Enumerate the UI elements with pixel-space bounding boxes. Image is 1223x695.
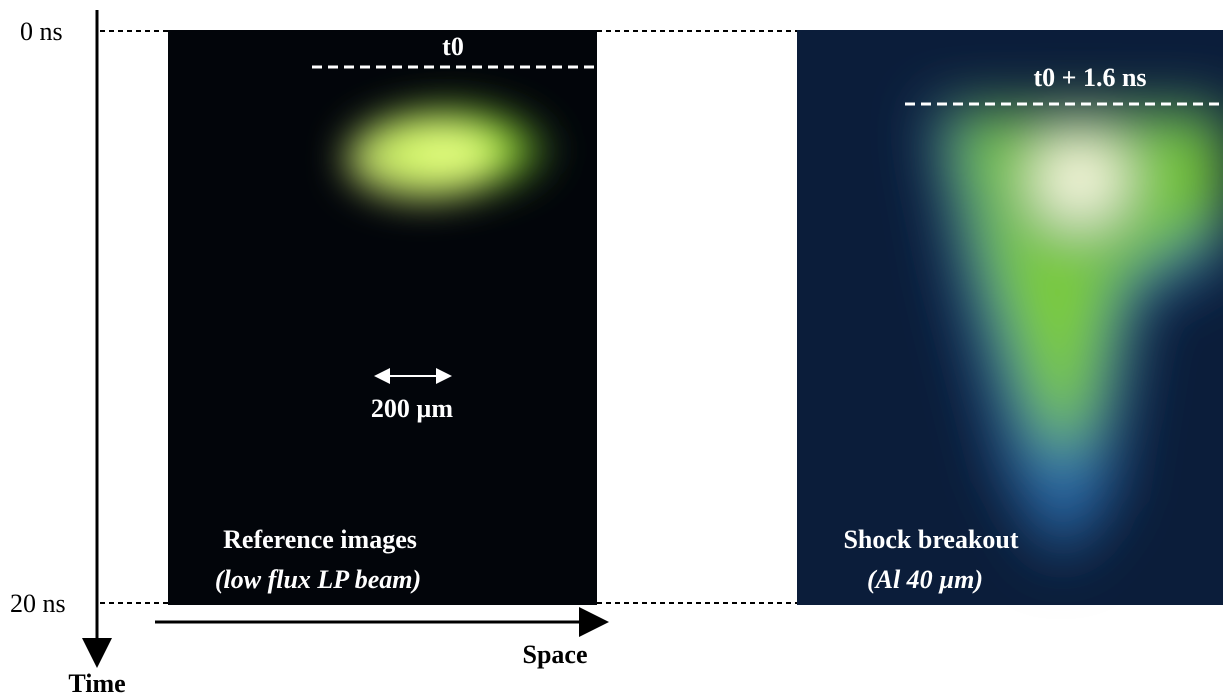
time-label: Time	[68, 669, 125, 695]
left-subcaption: (low flux LP beam)	[215, 565, 421, 594]
time-end: 20 ns	[10, 589, 66, 618]
time-start: 0 ns	[20, 17, 63, 46]
scale-label: 200 µm	[371, 394, 453, 423]
right-subcaption: (Al 40 µm)	[867, 565, 983, 594]
reference-signal	[335, 95, 565, 205]
space-label: Space	[523, 640, 588, 669]
right-caption: Shock breakout	[843, 525, 1018, 554]
t0-label: t0	[442, 32, 464, 61]
shock-marker: t0 + 1.6 ns	[1033, 63, 1146, 92]
left-caption: Reference images	[223, 525, 417, 554]
shock-signal	[930, 110, 1223, 560]
time-guides	[100, 30, 797, 604]
